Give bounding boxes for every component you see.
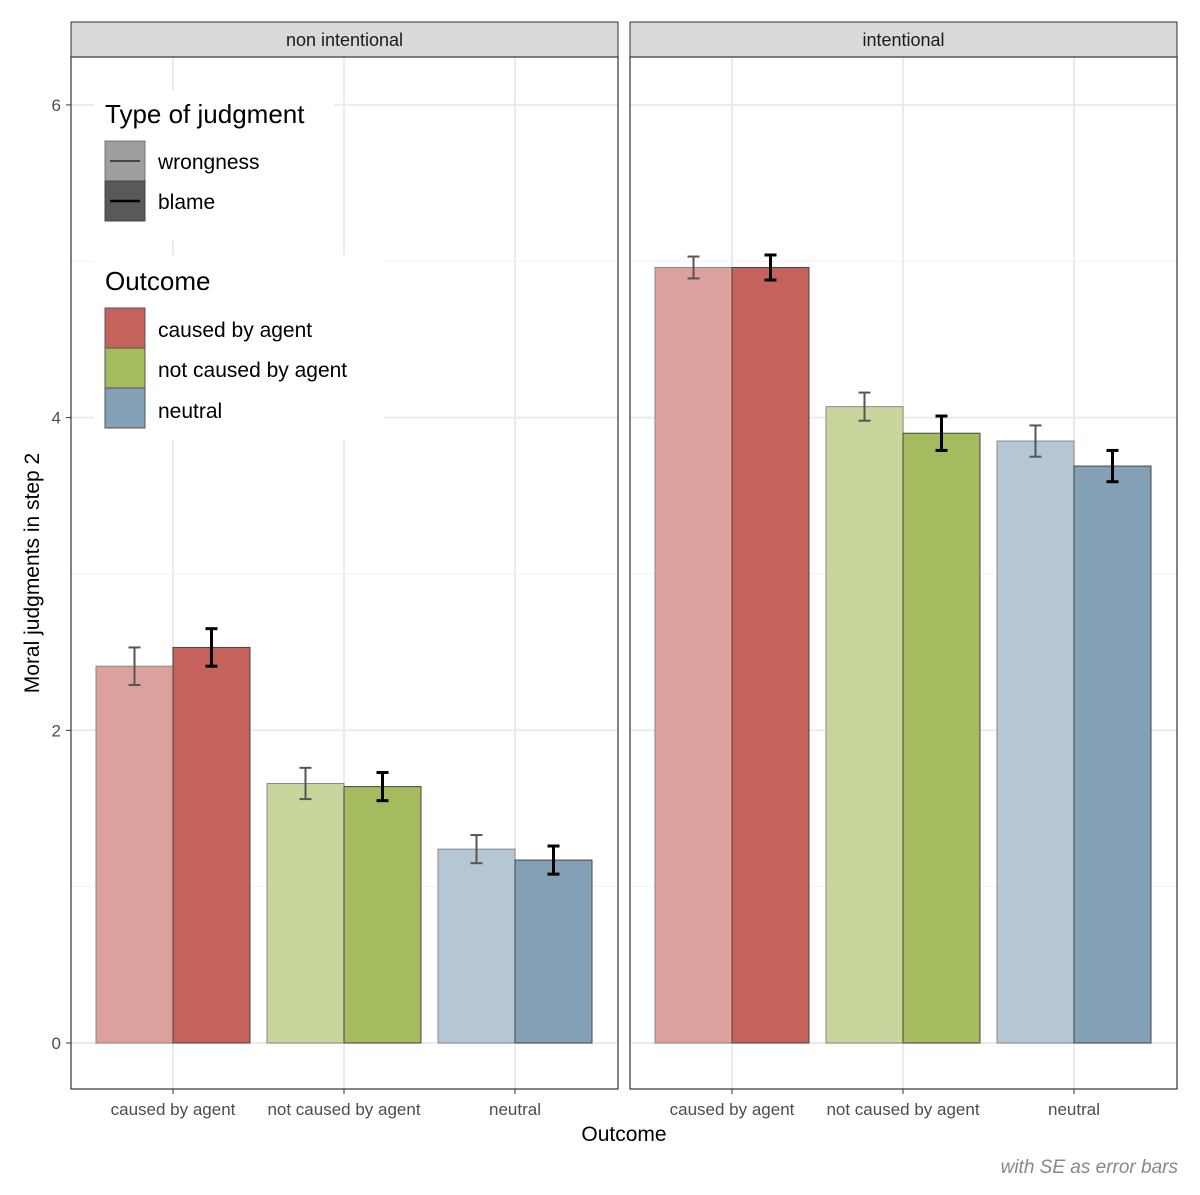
bar-blame: [902, 432, 981, 1044]
legend-label-not-caused: not caused by agent: [158, 359, 347, 382]
caption: with SE as error bars: [1001, 1157, 1179, 1178]
bar-blame: [514, 859, 593, 1044]
x-axis-label: Outcome: [581, 1123, 666, 1146]
legend-key-not-caused: [104, 347, 146, 389]
y-axis-label: Moral judgments in step 2: [21, 453, 44, 693]
legend-label-wrongness: wrongness: [157, 151, 260, 174]
x-tick-label: neutral: [489, 1100, 541, 1119]
bar-blame: [1073, 465, 1152, 1044]
legend-outcome-title: Outcome: [105, 266, 211, 296]
x-tick-label: neutral: [1048, 1100, 1100, 1119]
bar-blame: [731, 267, 810, 1044]
legend-label-blame: blame: [158, 191, 215, 214]
legend-label-caused: caused by agent: [158, 319, 312, 342]
y-tick-label: 2: [52, 721, 61, 740]
x-tick-label: caused by agent: [670, 1100, 795, 1119]
legend-judgment-title: Type of judgment: [105, 99, 305, 129]
y-tick-label: 6: [52, 96, 61, 115]
bar-blame: [172, 646, 251, 1044]
legend-key-caused: [104, 307, 146, 349]
facet-strip: [70, 21, 619, 58]
bar-wrongness: [654, 267, 733, 1044]
x-tick-label: not caused by agent: [826, 1100, 979, 1119]
legend-label-neutral: neutral: [158, 400, 222, 423]
legend-key-neutral: [104, 387, 146, 429]
x-tick-label: caused by agent: [111, 1100, 236, 1119]
bar-wrongness: [95, 665, 174, 1044]
y-tick-label: 0: [52, 1034, 61, 1053]
bar-wrongness: [825, 406, 904, 1044]
x-tick-label: not caused by agent: [267, 1100, 420, 1119]
bar-blame: [343, 786, 422, 1044]
bar-wrongness: [996, 440, 1075, 1044]
bar-wrongness: [266, 782, 345, 1044]
bar-wrongness: [437, 848, 516, 1044]
legend: Type of judgment wrongness blame Outcome…: [94, 90, 384, 440]
facet-label: intentional: [862, 30, 944, 50]
y-tick-label: 4: [52, 409, 61, 428]
facet-label: non intentional: [286, 30, 403, 50]
